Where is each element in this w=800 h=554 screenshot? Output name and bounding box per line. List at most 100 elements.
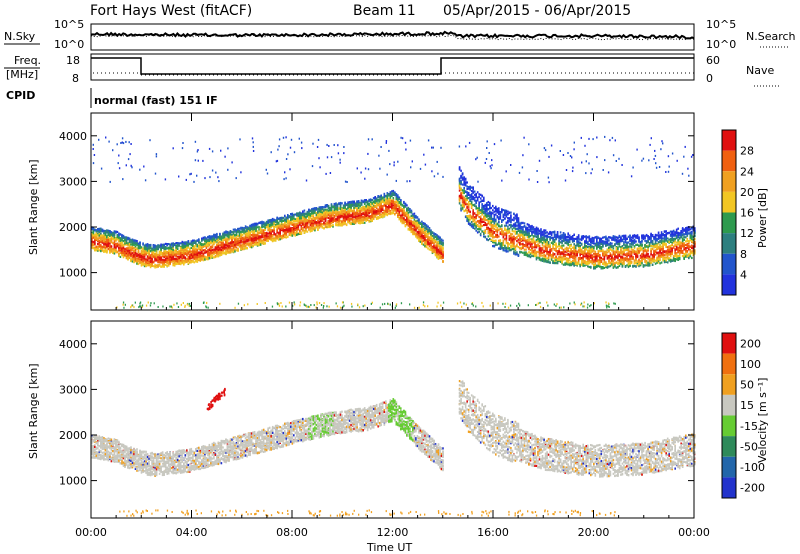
power-cell [383, 199, 386, 202]
power-cell [372, 217, 375, 220]
power-cell [353, 200, 355, 203]
power-cell [130, 259, 132, 262]
power-cell [321, 211, 324, 214]
power-cell [369, 208, 372, 211]
power-cell [143, 253, 146, 256]
power-cell [223, 252, 226, 255]
power-cell [196, 249, 199, 252]
power-cell [119, 248, 122, 251]
power-cell [363, 218, 366, 221]
power-cell [259, 236, 262, 239]
power-cell [207, 254, 209, 257]
power-cell [296, 233, 298, 236]
power-cell [354, 216, 357, 219]
power-cell [315, 207, 318, 210]
power-cell [270, 225, 272, 228]
power-cell [145, 251, 147, 254]
power-cell [130, 253, 132, 256]
power-cell [296, 224, 298, 227]
power-cell [398, 206, 401, 209]
power-cell [360, 216, 363, 219]
power-cell [213, 233, 215, 236]
power-cell [158, 244, 161, 247]
power-cell [100, 245, 102, 248]
power-cell [103, 243, 105, 246]
power-cell [335, 202, 337, 205]
power-cell [223, 231, 226, 234]
power-cell [213, 248, 215, 251]
power-cell [192, 256, 194, 259]
power-cell [418, 224, 420, 227]
power-cell [243, 227, 245, 230]
power-cell [116, 245, 119, 248]
power-cell [344, 201, 346, 204]
power-cell [350, 214, 352, 217]
power-cell [252, 239, 254, 242]
power-cell [183, 255, 185, 258]
power-cell [341, 223, 343, 226]
power-cell [125, 250, 128, 253]
power-cell [92, 228, 95, 231]
power-cell [424, 241, 426, 244]
power-cell [330, 221, 333, 225]
power-cell [139, 241, 141, 244]
power-cell [311, 222, 313, 225]
power-cell [271, 223, 274, 226]
power-cell [241, 237, 244, 241]
power-cell [427, 242, 429, 245]
power-cell [342, 214, 345, 217]
power-cell [112, 234, 114, 237]
power-cell [279, 216, 281, 220]
power-cell [314, 221, 316, 224]
power-cell [274, 219, 277, 222]
power-cell [363, 215, 366, 218]
power-cell [268, 219, 271, 222]
power-cell [290, 227, 292, 230]
power-cell [419, 238, 422, 241]
power-cell [305, 212, 307, 215]
power-cell [204, 249, 206, 252]
power-cell [217, 241, 220, 244]
power-cell [250, 239, 253, 242]
power-cell [424, 234, 426, 238]
power-cell [223, 243, 226, 246]
power-cell [202, 257, 205, 260]
power-cell [148, 264, 150, 267]
power-cell [357, 221, 360, 225]
power-cell [140, 251, 143, 254]
power-cell [241, 230, 244, 233]
power-cell [103, 234, 105, 237]
power-cell [213, 234, 215, 237]
power-cell [401, 214, 404, 217]
power-cell [335, 220, 337, 223]
power-cell [208, 236, 211, 239]
power-cell [214, 234, 217, 237]
power-cell [277, 227, 280, 230]
power-cell [155, 253, 158, 256]
power-cell [406, 222, 408, 225]
power-cell [148, 244, 150, 247]
power-cell [280, 218, 283, 221]
power-cell [113, 244, 116, 247]
power-cell [226, 251, 229, 254]
power-cell [314, 207, 316, 210]
power-cell [274, 236, 277, 239]
power-cell [300, 213, 303, 216]
power-cell [142, 261, 144, 264]
power-cell [389, 193, 392, 196]
power-cell [406, 211, 408, 214]
power-cell [178, 244, 180, 247]
power-cell [392, 208, 395, 211]
power-cell [127, 247, 129, 250]
power-cell [137, 262, 140, 266]
power-cell [321, 206, 324, 209]
power-cell [303, 226, 306, 229]
power-cell [365, 201, 367, 204]
power-cell [100, 250, 102, 253]
power-cell [133, 259, 135, 262]
power-cell [101, 241, 104, 244]
power-cell [238, 230, 241, 233]
power-cell [161, 259, 164, 262]
power-cell [113, 231, 116, 234]
power-cell [380, 203, 382, 206]
